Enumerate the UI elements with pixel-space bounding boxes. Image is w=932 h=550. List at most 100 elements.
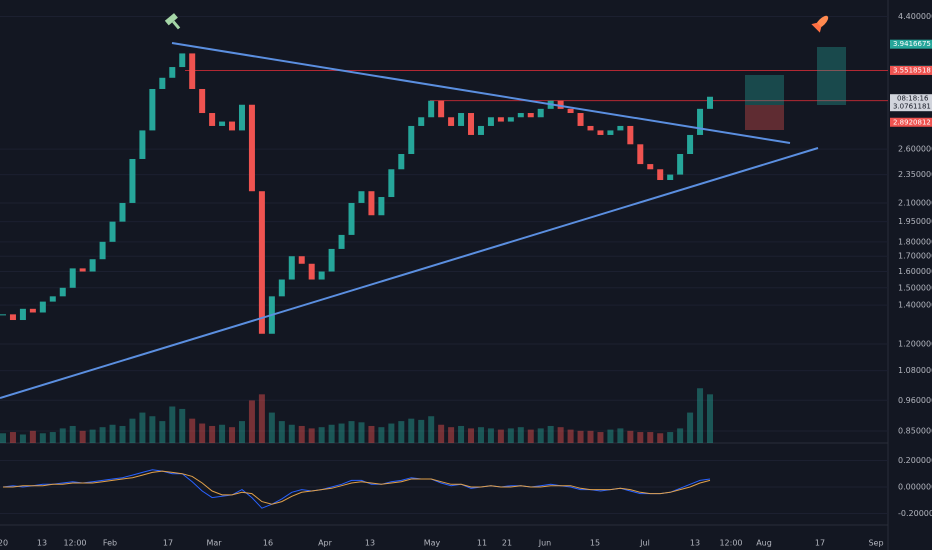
price-tag-label: 2.8920812 [893, 118, 931, 126]
candle [19, 308, 26, 321]
candle [179, 53, 186, 68]
candle [497, 117, 504, 122]
candle [507, 117, 514, 122]
time-label: Aug [756, 539, 772, 548]
long-position-target-2[interactable] [817, 47, 846, 105]
volume-bar [308, 428, 315, 443]
price-tag-label: 3.5518518 [893, 66, 931, 74]
plot [0, 15, 888, 514]
price-tag [890, 102, 932, 112]
time-label: Mar [206, 539, 222, 548]
candle [487, 117, 494, 126]
price-tag-label: 3.9416675 [893, 40, 931, 48]
candle [388, 169, 395, 198]
candle [139, 130, 146, 159]
candle [308, 263, 315, 280]
volume-bar [697, 388, 704, 443]
candle [627, 125, 634, 145]
volume-bar [318, 427, 325, 443]
candle [129, 158, 136, 203]
volume-bar [458, 425, 465, 443]
rocket-icon [811, 15, 829, 33]
candle [278, 279, 285, 297]
candle [338, 234, 345, 249]
price-tag [890, 65, 932, 75]
indicator-tick-label: 0.000000 [898, 482, 932, 491]
trend-line-upper [171, 42, 791, 144]
time-label: May [424, 539, 441, 548]
time-label: 17 [163, 539, 173, 548]
volume-bar [448, 427, 455, 443]
volume-bar [567, 429, 574, 443]
volume-bar [0, 433, 6, 443]
candle [29, 308, 36, 313]
time-label: 11 [477, 539, 487, 548]
price-tag [890, 39, 932, 49]
volume-bar [607, 429, 614, 443]
volume-bar [537, 428, 544, 443]
volume-bar [229, 427, 236, 443]
y-tick-label: 1.800000 [898, 237, 932, 246]
volume-bar [398, 421, 405, 443]
candle [248, 104, 255, 192]
candle [238, 104, 245, 131]
price-tag [890, 117, 932, 127]
volume-bar [199, 423, 206, 443]
volume-bar [547, 425, 554, 443]
candle [169, 67, 176, 78]
candle [258, 191, 265, 334]
candle [378, 197, 385, 216]
long-position-target[interactable] [745, 75, 784, 105]
volume-bar [298, 425, 305, 443]
volume-bar [378, 427, 385, 443]
y-tick-label: 2.350000 [898, 170, 932, 179]
y-tick-label: 1.500000 [898, 283, 932, 292]
candle [428, 100, 435, 118]
candle [418, 117, 425, 126]
volume-bar [9, 432, 16, 443]
candle [368, 191, 375, 216]
volume-bar [149, 416, 156, 443]
volume-bar [219, 424, 226, 443]
y-tick-label: 4.400000 [898, 12, 932, 21]
candle [149, 88, 156, 131]
time-label: 17 [815, 539, 825, 548]
volume-bar [328, 424, 335, 443]
candle [79, 268, 86, 272]
price-tag-label: 3.0761181 [893, 103, 931, 111]
volume-bar [69, 425, 76, 443]
volume-bar [19, 434, 26, 443]
countdown-tag [890, 94, 932, 104]
candle [667, 174, 674, 181]
time-label: 13 [365, 539, 375, 548]
volume-bar [428, 416, 435, 443]
candle [199, 88, 206, 114]
candle [9, 314, 16, 321]
candle [707, 96, 713, 109]
volume-bar [517, 427, 524, 443]
volume-bar [468, 428, 475, 443]
candle [39, 301, 46, 313]
long-position-stop[interactable] [745, 105, 784, 130]
candle [597, 130, 604, 135]
volume-bar [587, 430, 594, 443]
y-tick-label: 1.950000 [898, 217, 932, 226]
volume-bar [109, 424, 116, 443]
volume-bar [577, 430, 584, 443]
volume-bar [189, 418, 196, 443]
volume-bar [79, 430, 86, 443]
candle [209, 113, 216, 126]
time-label: 12:00 [719, 539, 742, 548]
candle [677, 153, 684, 175]
y-tick-label: 2.100000 [898, 198, 932, 207]
candle [697, 108, 704, 135]
trend-line-lower [0, 147, 819, 399]
volume-bar [248, 400, 255, 443]
countdown: 08:18:16 [897, 95, 929, 103]
candle [298, 256, 305, 264]
time-label: Jun [538, 539, 552, 548]
volume-bar [527, 429, 534, 443]
volume-bar [497, 429, 504, 443]
